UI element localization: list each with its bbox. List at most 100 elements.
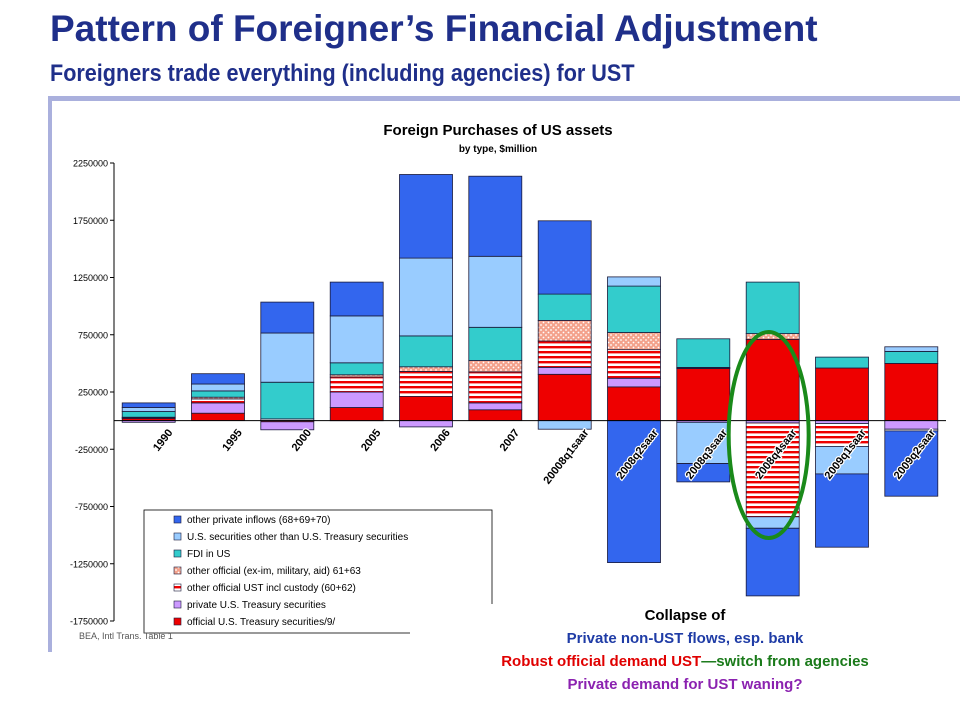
x-tick-label: 2005 — [359, 427, 384, 454]
bar-segment — [676, 338, 731, 368]
bar-segment — [121, 407, 176, 412]
legend-label: official U.S. Treasury securities/9/ — [187, 617, 335, 628]
legend-label: private U.S. Treasury securities — [187, 600, 326, 611]
bar-segment — [468, 326, 523, 361]
bar-segment — [607, 377, 661, 388]
bar-segment — [121, 402, 176, 408]
bar-segment — [191, 398, 245, 404]
caption-box: Collapse of Private non-UST flows, esp. … — [410, 604, 960, 720]
stacked-bar-chart: Foreign Purchases of US assets by type, … — [70, 122, 946, 641]
bar-segment — [537, 373, 592, 422]
bar-segment — [607, 420, 661, 564]
bar-segment — [537, 366, 592, 375]
source-note: BEA, Intl Trans. Table 1 — [79, 631, 173, 641]
y-tick-label: -250000 — [75, 445, 108, 455]
bar-segment — [468, 371, 523, 404]
bar-segment — [260, 301, 315, 334]
bar-segment — [191, 383, 245, 392]
x-tick-label: 1995 — [220, 427, 245, 454]
chart-subtitle: by type, $million — [459, 144, 537, 155]
y-tick-label: 2250000 — [73, 159, 108, 169]
legend-swatch — [173, 515, 182, 524]
bar-segment — [676, 421, 731, 464]
bar-segment — [884, 430, 939, 497]
bar-segment — [537, 340, 592, 368]
bar-segment — [815, 473, 869, 548]
bar-segment — [745, 281, 800, 335]
bar-segment — [191, 402, 245, 414]
bar-segment — [537, 220, 592, 295]
x-tick-label: 2006 — [428, 427, 453, 454]
bar-segment — [329, 362, 384, 376]
bar-segment — [191, 390, 245, 398]
y-tick-label: -1250000 — [70, 559, 108, 569]
bar-segment — [260, 421, 315, 431]
highlight-ellipse — [726, 330, 811, 540]
bar-segment — [329, 376, 384, 393]
bar-segment — [329, 281, 384, 317]
bar-segment — [607, 332, 661, 351]
legend-label: U.S. securities other than U.S. Treasury… — [187, 532, 408, 543]
bar-segment — [884, 362, 939, 422]
caption-line-3: Robust official demand UST—switch from a… — [410, 650, 960, 673]
bar-segment — [399, 174, 453, 259]
y-tick-label: 750000 — [78, 330, 108, 340]
bar-segment — [399, 257, 453, 337]
x-tick-label: 2007 — [498, 427, 523, 454]
x-tick-label: 2000 — [290, 427, 315, 454]
bar-segment — [329, 391, 384, 408]
legend-label: other private inflows (68+69+70) — [187, 515, 330, 526]
bar-segment — [537, 319, 592, 342]
legend-swatch — [173, 532, 182, 541]
bar-segment — [745, 338, 800, 422]
bar-segment — [399, 366, 453, 372]
legend-swatch — [173, 566, 182, 575]
bar-segment — [815, 445, 869, 475]
bar-segment — [191, 373, 245, 385]
bar-segment — [468, 409, 523, 422]
bar-segment — [607, 349, 661, 379]
caption-line-1: Collapse of — [644, 607, 726, 624]
legend-label: other official (ex-im, military, aid) 61… — [187, 566, 361, 577]
bar-segment — [468, 360, 523, 373]
bar-segment — [607, 285, 661, 333]
slide-subtitle: Foreigners trade everything (including a… — [50, 60, 635, 87]
bar-segment — [676, 368, 731, 421]
bar-segment — [815, 356, 869, 369]
bar-segment — [260, 332, 315, 383]
bar-segment — [468, 255, 523, 328]
title-rule — [48, 96, 960, 101]
caption-line-3-red: Robust official demand UST — [501, 653, 702, 670]
y-tick-label: 1750000 — [73, 216, 108, 226]
caption-line-2: Private non-UST flows, esp. bank — [566, 630, 804, 647]
x-tick-label: 1990 — [151, 427, 176, 454]
bar-segment — [884, 350, 939, 364]
bar-segment — [607, 386, 661, 421]
bar-segment — [329, 407, 384, 422]
slide-title: Pattern of Foreigner’s Financial Adjustm… — [50, 8, 818, 49]
bar-segment — [399, 335, 453, 368]
bar-segment — [121, 411, 176, 418]
bar-segment — [399, 396, 453, 422]
bar-segment — [537, 420, 592, 430]
bar-segment — [329, 315, 384, 364]
legend-swatch — [173, 583, 182, 592]
bar-segment — [537, 293, 592, 321]
bar-segment — [399, 370, 453, 397]
bar-segment — [815, 367, 869, 422]
caption-line-3-green: —switch from agencies — [701, 653, 869, 670]
x-tick-label: 20008q1saar — [541, 427, 592, 487]
bar-segment — [745, 422, 800, 518]
left-border-band — [48, 96, 52, 652]
chart-title: Foreign Purchases of US assets — [383, 122, 612, 139]
bar-segment — [468, 402, 523, 411]
chart-frame: Foreign Purchases of US assets by type, … — [52, 101, 956, 650]
bar-segment — [468, 175, 523, 257]
y-tick-label: -1750000 — [70, 617, 108, 627]
y-tick-label: 250000 — [78, 388, 108, 398]
legend-swatch — [173, 600, 182, 609]
bar-segment — [607, 276, 661, 287]
caption-line-4: Private demand for UST waning? — [567, 676, 803, 693]
legend-swatch — [173, 549, 182, 558]
bar-segment — [884, 420, 939, 430]
